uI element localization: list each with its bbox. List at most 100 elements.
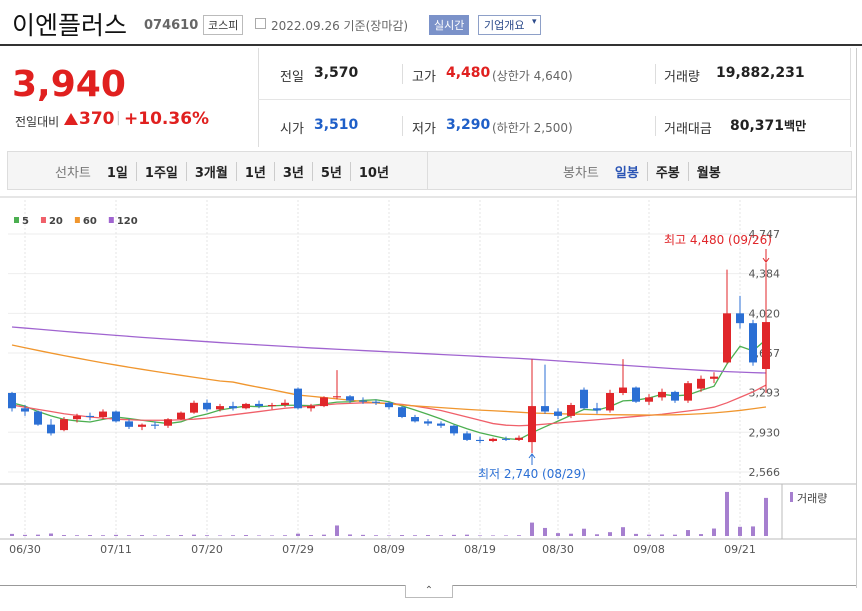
- stat-label: 고가: [412, 70, 436, 85]
- legend-label: 120: [117, 216, 138, 227]
- volume-bar: [205, 535, 209, 536]
- candle-body: [645, 397, 653, 402]
- tab-group-label: 봉차트: [563, 166, 599, 181]
- x-tick-label: 08/30: [542, 543, 574, 556]
- period-tab[interactable]: 1주일: [135, 162, 186, 181]
- x-tick-label: 07/20: [191, 543, 223, 556]
- volume-bar: [465, 534, 469, 536]
- candle-body: [73, 415, 81, 420]
- volume-bar: [348, 534, 352, 536]
- stat-label: 거래량: [664, 70, 700, 85]
- candle-body: [515, 437, 523, 440]
- volume-bar: [257, 535, 261, 536]
- volume-bar: [322, 534, 326, 536]
- candle-body: [307, 406, 315, 409]
- period-tab[interactable]: 주봉: [646, 162, 688, 181]
- candle-body: [606, 392, 614, 411]
- high-annotation: 최고 4,480 (09/26): [664, 233, 772, 247]
- legend-swatch: [14, 217, 19, 223]
- amount-value: 80,371: [730, 118, 785, 134]
- candle-body: [463, 433, 471, 440]
- volume-bar: [335, 525, 339, 536]
- volume-bar: [309, 535, 313, 536]
- change-value: 370: [79, 109, 115, 129]
- period-tab[interactable]: 1년: [235, 162, 274, 181]
- volume-bar: [543, 527, 547, 536]
- stat-value: 3,570: [314, 65, 359, 81]
- candle-body: [346, 396, 354, 401]
- volume-bar: [36, 534, 40, 536]
- dropdown-arrow: ▾: [531, 17, 537, 27]
- volume-bar: [62, 535, 66, 536]
- candle-body: [60, 419, 68, 431]
- candle-body: [593, 408, 601, 411]
- stat-value: 80,371백만: [730, 117, 806, 134]
- realtime-button[interactable]: 실시간: [429, 15, 470, 35]
- candle-body: [8, 392, 16, 409]
- volume-bar: [23, 534, 27, 536]
- period-tab[interactable]: 3개월: [185, 162, 236, 181]
- candle-body: [294, 388, 302, 409]
- stat-label: 시가: [280, 122, 304, 137]
- candle-body: [372, 401, 380, 403]
- change-pct: +10.36%: [124, 109, 210, 129]
- volume-bar: [608, 532, 612, 536]
- side-panel-edge: [856, 48, 862, 588]
- period-tab[interactable]: 일봉: [614, 166, 639, 181]
- x-tick-label: 07/11: [100, 543, 132, 556]
- volume-bar: [283, 535, 287, 536]
- stat-note: (하한가 2,500): [492, 121, 573, 135]
- x-tick-label: 08/19: [464, 543, 496, 556]
- candle-body: [424, 421, 432, 424]
- candle-body: [86, 415, 94, 418]
- stock-code: 074610: [144, 18, 199, 33]
- volume-bar: [166, 535, 170, 536]
- stat-label: 전일: [280, 70, 304, 85]
- candle-body: [112, 411, 120, 422]
- period-tab[interactable]: 3년: [273, 162, 312, 181]
- period-tab[interactable]: 10년: [349, 162, 397, 181]
- volume-bar: [140, 535, 144, 536]
- candle-body: [47, 424, 55, 434]
- volume-bar: [244, 535, 248, 536]
- candle-body: [476, 439, 484, 442]
- volume-bar: [153, 535, 157, 536]
- volume-bar: [218, 535, 222, 536]
- x-tick-label: 07/29: [282, 543, 314, 556]
- volume-bar: [647, 534, 651, 536]
- y-tick-label: 2,930: [749, 426, 781, 439]
- price-box: [0, 48, 259, 147]
- candle-body: [697, 378, 705, 389]
- company-button[interactable]: 기업개요 ▾: [478, 15, 542, 35]
- volume-bar: [673, 534, 677, 536]
- collapse-button[interactable]: ⌃: [405, 585, 453, 598]
- legend-label: 60: [83, 216, 97, 227]
- period-tab[interactable]: 5년: [311, 162, 350, 181]
- candle-body: [99, 411, 107, 418]
- candle-body: [255, 403, 263, 407]
- period-tab[interactable]: 1일: [106, 166, 128, 181]
- legend-label: 5: [22, 216, 29, 227]
- volume-bar: [413, 535, 417, 536]
- volume-bar: [504, 535, 508, 536]
- candle-body: [164, 419, 172, 426]
- volume-bar: [621, 527, 625, 536]
- volume-bar: [270, 535, 274, 536]
- candle-body: [34, 411, 42, 425]
- market-badge: 코스피: [203, 15, 244, 35]
- stats-rule: [258, 99, 850, 100]
- volume-bar: [400, 535, 404, 536]
- volume-bar: [725, 491, 729, 536]
- up-triangle: [64, 113, 78, 125]
- volume-bar: [764, 497, 768, 536]
- volume-bar: [530, 522, 534, 536]
- y-tick-label: 4,747: [749, 228, 781, 241]
- col-sep: [402, 64, 403, 84]
- candle-tabs: 봉차트 일봉 주봉 월봉: [555, 162, 729, 181]
- candle-body: [762, 322, 770, 369]
- candle-body: [528, 406, 536, 443]
- period-tab[interactable]: 월봉: [687, 162, 729, 181]
- stat-value: 3,510: [314, 117, 359, 133]
- volume-bar: [10, 533, 14, 536]
- col-sep: [655, 116, 656, 136]
